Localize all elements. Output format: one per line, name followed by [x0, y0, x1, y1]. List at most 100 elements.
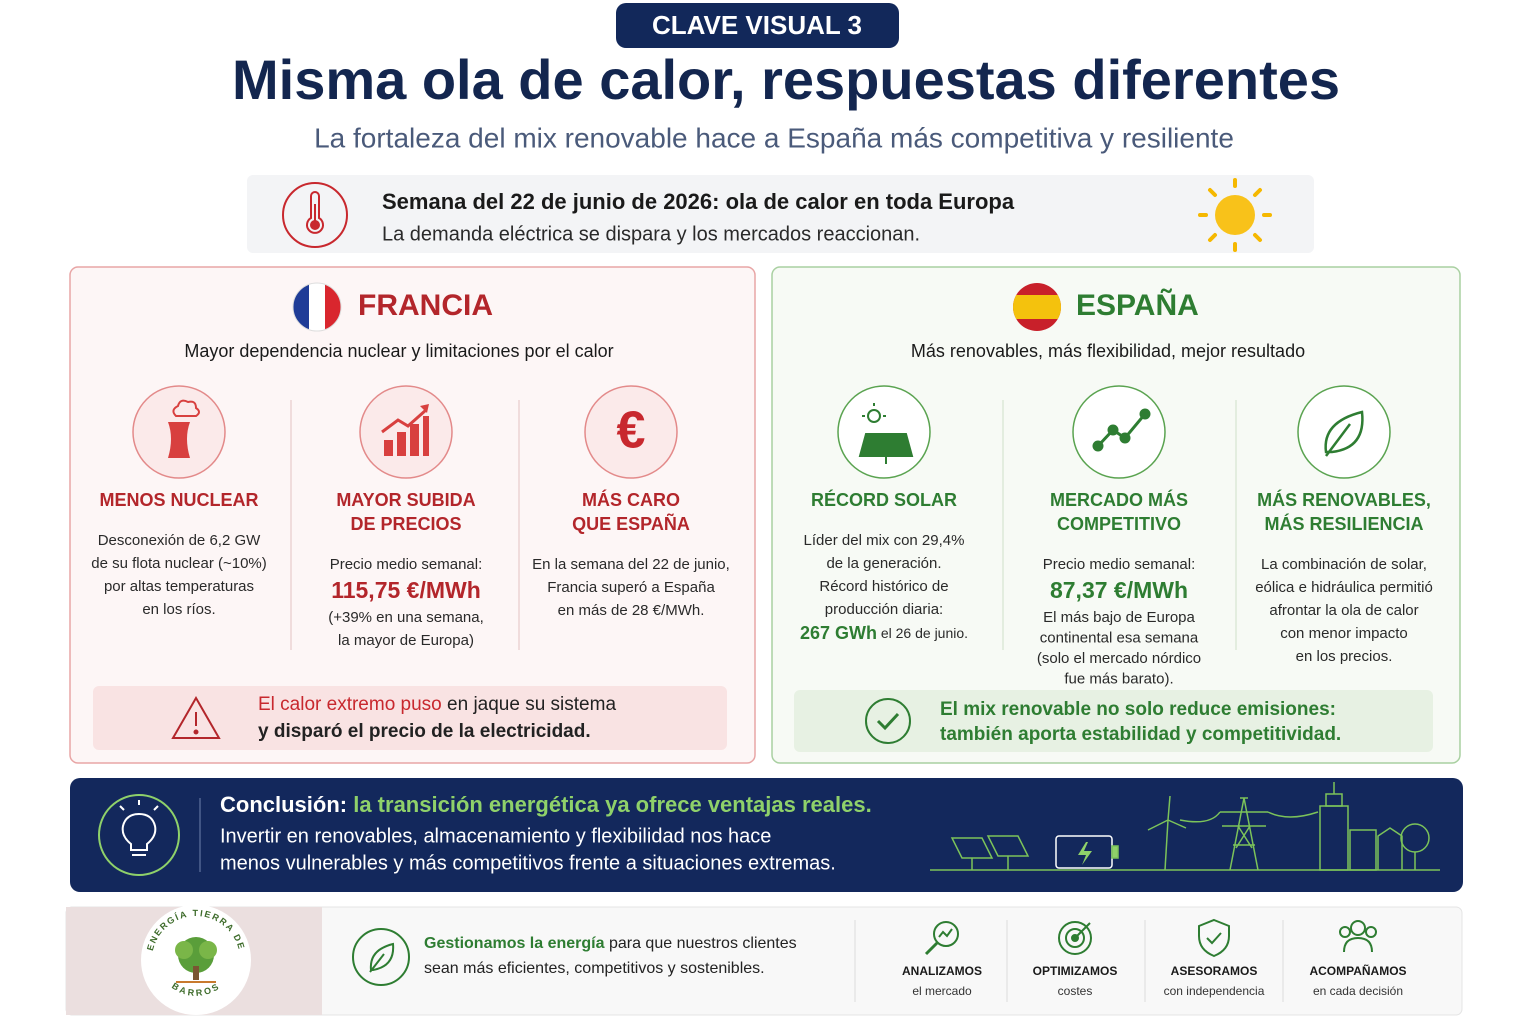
item-note: fue más barato). — [1064, 670, 1173, 687]
item-line: de su flota nuclear (~10%) — [91, 555, 267, 572]
item-line: Líder del mix con 29,4% — [804, 532, 965, 549]
item-title: MÁS CARO — [582, 489, 680, 510]
conclusion-line: Invertir en renovables, almacenamiento y… — [220, 825, 771, 847]
optimize-icon — [1058, 921, 1092, 955]
warning-icon — [171, 695, 221, 739]
thermometer-icon — [282, 182, 348, 248]
title: Misma ola de calor, respuestas diferente… — [232, 48, 1340, 111]
item-line: de la generación. — [826, 555, 941, 572]
item-title: MÁS RESILIENCIA — [1264, 513, 1423, 534]
market-icon — [1092, 408, 1151, 452]
prices-icon — [381, 404, 429, 456]
icon-circle — [1072, 385, 1166, 479]
item-line: producción diaria: — [825, 601, 943, 618]
nuclear-icon — [168, 399, 200, 458]
conclusion-line: menos vulnerables y más competitivos fre… — [220, 852, 836, 874]
item-line: en los precios. — [1296, 648, 1393, 665]
item-highlight-line: 267 GWh el 26 de junio. — [800, 623, 968, 643]
item-title: RÉCORD SOLAR — [811, 489, 957, 510]
spain-flag — [1013, 283, 1061, 331]
item-note: continental esa semana — [1040, 629, 1199, 646]
alert-line2: y disparó el precio de la electricidad. — [258, 721, 591, 742]
message-line: también aporta estabilidad y competitivi… — [940, 724, 1341, 745]
message-box — [794, 690, 1433, 752]
france-panel — [69, 266, 756, 764]
item-line: La combinación de solar, — [1261, 556, 1427, 573]
item-line: por altas temperaturas — [104, 578, 254, 595]
service-title: ASESORAMOS — [1171, 964, 1258, 978]
france-name: FRANCIA — [358, 289, 493, 322]
analyze-icon — [924, 921, 959, 956]
item-title: MAYOR SUBIDA — [336, 490, 475, 510]
advise-icon — [1198, 918, 1230, 958]
item-line: con menor impacto — [1280, 625, 1408, 642]
leaf-badge — [352, 928, 410, 986]
solar-icon — [858, 403, 914, 464]
service-text: costes — [1058, 984, 1093, 998]
item-title: MERCADO MÁS — [1050, 489, 1188, 510]
service-title: ANALIZAMOS — [902, 964, 982, 978]
item-line: Precio medio semanal: — [330, 556, 483, 573]
footer-line2: sean más eficientes, competitivos y sost… — [424, 960, 765, 977]
france-flag — [293, 283, 341, 331]
service-title: ACOMPAÑAMOS — [1309, 963, 1406, 978]
alert-line: El calor extremo puso en jaque su sistem… — [258, 694, 616, 715]
item-note: El más bajo de Europa — [1043, 609, 1195, 626]
banner-title: Semana del 22 de junio de 2026: ola de c… — [382, 189, 1015, 214]
item-line: En la semana del 22 de junio, — [532, 556, 730, 573]
item-title: DE PRECIOS — [350, 514, 461, 534]
check-icon — [865, 698, 911, 744]
item-line: afrontar la ola de calor — [1269, 602, 1418, 619]
item-line: en los ríos. — [142, 601, 215, 618]
france-subtitle: Mayor dependencia nuclear y limitaciones… — [184, 341, 613, 361]
conclusion-highlight: la transición energética ya ofrece venta… — [347, 792, 872, 817]
service-text: en cada decisión — [1313, 984, 1403, 998]
footer-highlight: Gestionamos la energía — [424, 935, 605, 952]
item-highlight-note: el 26 de junio. — [877, 625, 968, 641]
item-line: Récord histórico de — [819, 578, 948, 595]
service-text: el mercado — [912, 984, 972, 998]
item-highlight: 87,37 €/MWh — [1050, 577, 1188, 603]
subtitle: La fortaleza del mix renovable hace a Es… — [314, 122, 1234, 153]
spain-panel — [771, 266, 1461, 764]
item-line: en más de 28 €/MWh. — [558, 602, 705, 619]
message-line: El mix renovable no solo reduce emisione… — [940, 699, 1336, 720]
item-title: QUE ESPAÑA — [572, 513, 690, 534]
footer-text: para que nuestros clientes — [605, 935, 797, 952]
item-note: la mayor de Europa) — [338, 632, 474, 649]
spain-name: ESPAÑA — [1076, 288, 1199, 322]
banner-text: La demanda eléctrica se dispara y los me… — [382, 223, 920, 245]
item-note: (solo el mercado nórdico — [1037, 650, 1201, 667]
leaf-icon — [1324, 410, 1364, 457]
item-line: Precio medio semanal: — [1043, 556, 1196, 573]
badge — [616, 3, 899, 48]
energy-illustration — [930, 782, 1440, 871]
item-line: Desconexión de 6,2 GW — [98, 532, 261, 549]
flag-ring — [292, 282, 342, 332]
conclusion-band — [70, 778, 1463, 892]
conclusion-label: Conclusión: — [220, 792, 347, 817]
item-highlight: 267 GWh — [800, 623, 877, 643]
service-title: OPTIMIZAMOS — [1033, 964, 1118, 978]
item-note: (+39% en una semana, — [328, 609, 484, 626]
euro-icon: € — [617, 402, 646, 460]
banner — [247, 175, 1314, 253]
alert-text: en jaque su sistema — [442, 694, 617, 715]
icon-circle — [584, 385, 678, 479]
sun-icon — [1198, 178, 1272, 252]
conclusion-title: Conclusión: la transición energética ya … — [220, 792, 872, 817]
spain-subtitle: Más renovables, más flexibilidad, mejor … — [911, 341, 1305, 361]
bulb-icon — [98, 794, 180, 876]
icon-circle — [837, 385, 931, 479]
item-title: MÁS RENOVABLES, — [1257, 489, 1431, 510]
support-icon — [1339, 920, 1377, 953]
item-highlight: 115,75 €/MWh — [331, 577, 481, 603]
badge-text: CLAVE VISUAL 3 — [652, 10, 862, 40]
logo-tree — [175, 937, 217, 983]
footer-line: Gestionamos la energía para que nuestros… — [424, 935, 797, 952]
alert-highlight: El calor extremo puso — [258, 694, 442, 715]
alert-box — [93, 686, 727, 750]
item-line: eólica e hidráulica permitió — [1255, 579, 1433, 596]
item-title: COMPETITIVO — [1057, 514, 1181, 534]
